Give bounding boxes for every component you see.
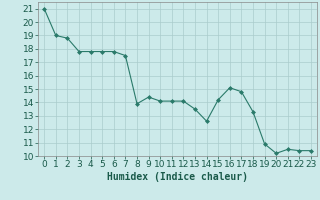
X-axis label: Humidex (Indice chaleur): Humidex (Indice chaleur) xyxy=(107,172,248,182)
